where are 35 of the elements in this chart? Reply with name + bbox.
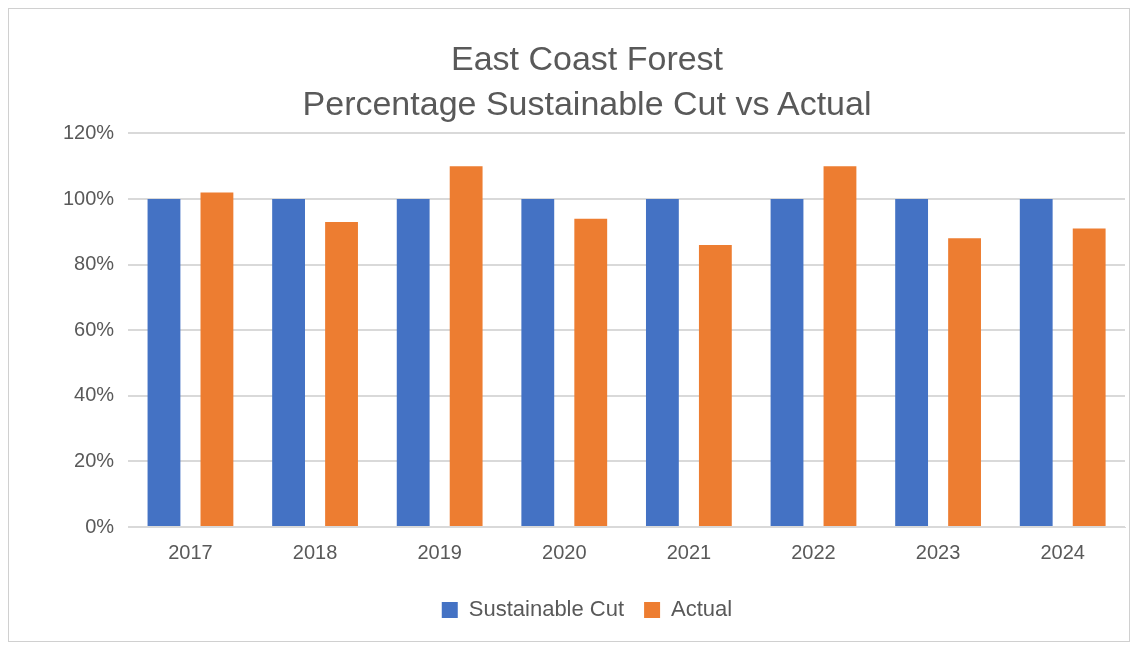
chart-title: East Coast Forest (450, 39, 724, 78)
y-tick-label: 60% (74, 317, 115, 340)
chart-subtitle: Percentage Sustainable Cut vs Actual (302, 83, 872, 122)
bar (645, 199, 679, 526)
bar (823, 166, 857, 526)
bar (948, 238, 981, 526)
bar (521, 199, 555, 526)
bar (1019, 199, 1053, 526)
bar (272, 199, 305, 526)
legend-label: Sustainable Cut (468, 596, 625, 622)
y-tick-label: 100% (63, 186, 115, 209)
x-tick-label: 2017 (168, 540, 213, 563)
y-tick-label: 0% (85, 514, 115, 537)
x-tick-label: 2023 (915, 540, 961, 563)
x-tick-label: 2022 (791, 540, 836, 563)
x-tick-label: 2019 (417, 540, 462, 563)
x-tick-label: 2024 (1040, 540, 1085, 563)
x-tick-label: 2020 (542, 540, 587, 563)
bar (895, 199, 929, 526)
bar (147, 199, 181, 526)
x-tick-label: 2021 (666, 540, 712, 563)
bar (1072, 228, 1106, 526)
bar (325, 221, 358, 526)
y-tick-label: 20% (74, 448, 115, 471)
bar (574, 218, 608, 526)
x-tick-label: 2018 (292, 540, 338, 563)
bar (449, 166, 483, 526)
bar (200, 192, 234, 526)
y-tick-label: 40% (74, 383, 115, 406)
y-tick-label: 80% (74, 252, 115, 275)
y-tick-label: 120% (63, 120, 115, 143)
bar (698, 244, 732, 526)
bar (770, 199, 804, 526)
legend-label: Actual (671, 596, 733, 622)
bar (396, 199, 430, 526)
